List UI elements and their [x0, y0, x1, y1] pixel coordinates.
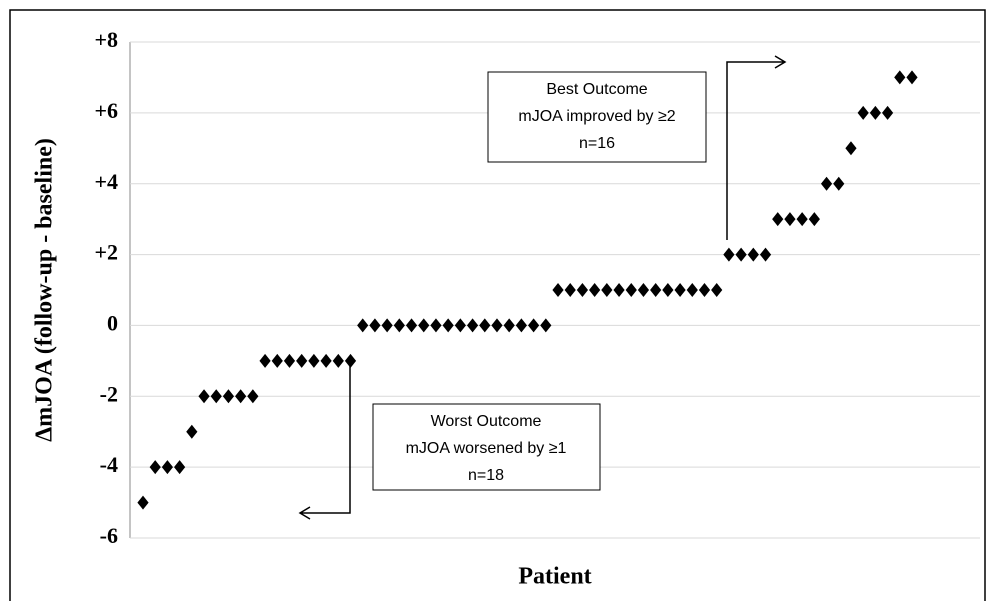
point [674, 283, 686, 297]
point [845, 141, 857, 156]
point [320, 353, 332, 368]
point [589, 283, 601, 297]
point [296, 353, 308, 368]
point [735, 247, 747, 262]
point [613, 283, 625, 297]
point [601, 283, 613, 297]
point [405, 318, 418, 333]
point [637, 283, 650, 297]
point [503, 318, 515, 333]
annotation-box [372, 403, 601, 491]
arrow [726, 55, 787, 240]
annotation-text: mJOA improved by ≥2 [518, 108, 675, 125]
point [784, 212, 796, 227]
point [833, 176, 845, 191]
point [235, 389, 247, 404]
point [430, 318, 442, 333]
point [247, 389, 259, 404]
point [698, 283, 711, 297]
point [711, 283, 723, 297]
point [369, 318, 381, 333]
point [723, 247, 735, 262]
point [650, 283, 662, 297]
point [418, 318, 430, 333]
point [198, 389, 210, 404]
point [662, 283, 674, 297]
point [271, 353, 283, 368]
point [747, 247, 759, 262]
point [332, 353, 344, 368]
annotation-text: Best Outcome [546, 81, 647, 98]
y-tick-label: 0 [107, 310, 118, 335]
point [772, 212, 784, 227]
point [161, 460, 174, 475]
point [393, 318, 405, 333]
point [149, 460, 161, 475]
point [552, 283, 564, 297]
point [479, 318, 491, 333]
point [381, 318, 393, 333]
point [686, 283, 698, 297]
y-tick-label: -2 [100, 381, 118, 406]
y-tick-label: -6 [100, 523, 118, 548]
point [222, 389, 235, 404]
point [906, 70, 918, 85]
point [344, 353, 357, 368]
frame [9, 9, 986, 601]
point [186, 424, 198, 439]
point [466, 318, 479, 333]
point [283, 353, 296, 368]
arrow [298, 362, 351, 520]
point [869, 105, 881, 120]
point [259, 353, 271, 368]
point [894, 70, 906, 85]
point [540, 318, 552, 333]
point [308, 353, 320, 368]
point [454, 318, 466, 333]
annotation-text: Worst Outcome [431, 413, 542, 430]
point [137, 495, 149, 510]
x-axis-label: Patient [518, 564, 591, 590]
point [564, 283, 576, 297]
y-tick-label: +4 [94, 169, 118, 194]
point [528, 318, 540, 333]
y-tick-label: +6 [94, 98, 118, 123]
y-tick-label: +8 [94, 27, 118, 52]
point [442, 318, 454, 333]
y-tick-label: +2 [94, 240, 118, 265]
point [820, 176, 833, 191]
point [491, 318, 503, 333]
point [796, 212, 808, 227]
point [759, 247, 772, 262]
annotation-text: n=16 [579, 135, 615, 152]
y-tick-label: -4 [100, 452, 118, 477]
y-axis-label: ΔmJOA (follow-up - baseline) [32, 138, 58, 442]
annotation-box [487, 71, 707, 163]
point [808, 212, 820, 227]
annotation-text: mJOA worsened by ≥1 [406, 440, 567, 457]
point [881, 105, 894, 120]
point [357, 318, 369, 333]
point [174, 460, 186, 475]
point [576, 283, 589, 297]
point [515, 318, 527, 333]
point [857, 105, 869, 120]
point [210, 389, 222, 404]
annotation-text: n=18 [468, 467, 504, 484]
point [625, 283, 637, 297]
